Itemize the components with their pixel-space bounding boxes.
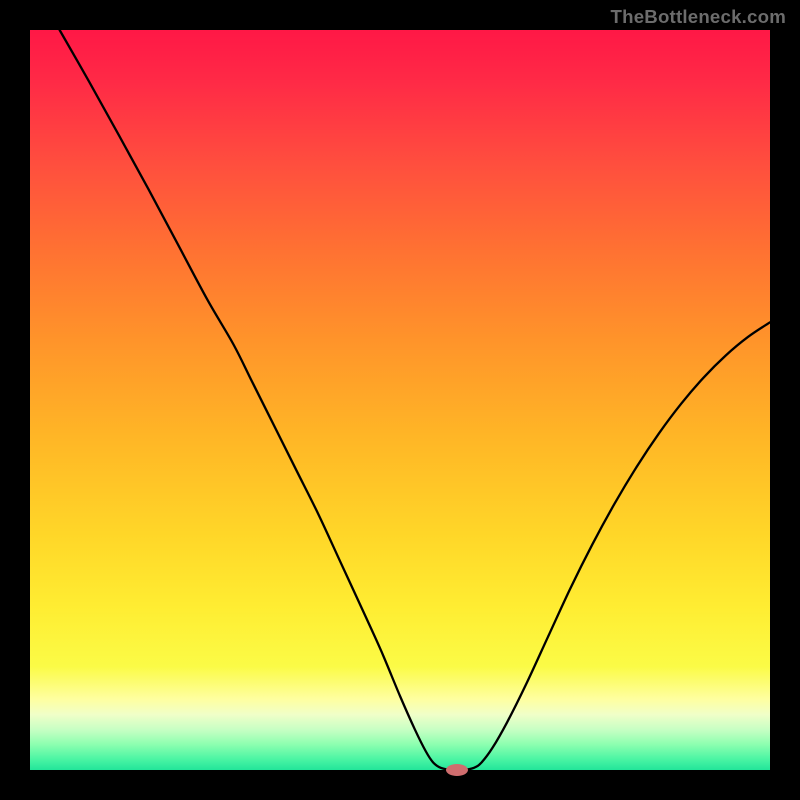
- optimal-point-marker: [446, 764, 468, 776]
- chart-svg: [0, 0, 800, 800]
- chart-background-gradient: [30, 30, 770, 770]
- bottleneck-chart: TheBottleneck.com: [0, 0, 800, 800]
- watermark-text: TheBottleneck.com: [611, 6, 787, 28]
